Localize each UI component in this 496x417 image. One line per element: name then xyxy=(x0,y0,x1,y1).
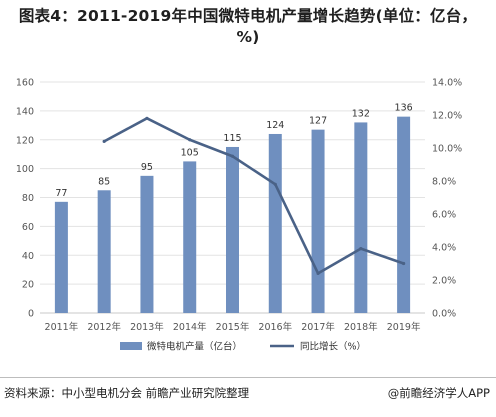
bar xyxy=(183,161,197,313)
x-tick-label: 2017年 xyxy=(301,321,335,333)
bar-data-label: 77 xyxy=(55,188,67,199)
brand-credit: @前瞻经济学人APP xyxy=(387,386,490,400)
y-right-tick-label: 8.0% xyxy=(432,177,456,188)
y-left-tick-label: 100 xyxy=(16,164,34,175)
growth-line-point xyxy=(102,139,106,143)
bar xyxy=(140,175,154,313)
y-right-tick-label: 0.0% xyxy=(432,309,456,320)
y-right-tick-label: 4.0% xyxy=(432,243,456,254)
legend-label-line: 同比增长（%） xyxy=(300,341,366,353)
x-tick-label: 2012年 xyxy=(87,321,121,333)
bar xyxy=(268,133,282,313)
legend-label-bar: 微特电机产量（亿台） xyxy=(147,341,242,353)
bar xyxy=(311,129,325,313)
y-left-tick-label: 40 xyxy=(22,251,34,262)
y-left-tick-label: 20 xyxy=(22,280,34,291)
y-left-tick-label: 80 xyxy=(22,193,34,204)
bar-data-label: 127 xyxy=(309,116,327,127)
y-right-tick-label: 10.0% xyxy=(432,144,462,155)
growth-line-point xyxy=(230,154,235,158)
growth-line-point xyxy=(145,116,149,120)
x-tick-label: 2019年 xyxy=(387,321,421,333)
y-left-tick-label: 120 xyxy=(16,135,34,146)
y-right-tick-label: 6.0% xyxy=(432,210,456,221)
y-left-tick-label: 0 xyxy=(28,309,34,320)
y-left-tick-label: 160 xyxy=(16,78,34,89)
y-right-tick-label: 2.0% xyxy=(432,276,456,287)
footer-divider xyxy=(0,377,496,378)
bar xyxy=(397,116,411,314)
bar-data-label: 132 xyxy=(352,108,370,119)
bar-data-label: 136 xyxy=(395,103,413,114)
bar xyxy=(226,146,239,313)
bar-data-label: 124 xyxy=(266,120,284,131)
x-tick-label: 2011年 xyxy=(45,321,79,333)
x-tick-label: 2014年 xyxy=(173,321,207,333)
legend-swatch-bar xyxy=(120,342,142,350)
chart-title: 图表4：2011-2019年中国微特电机产量增长趋势(单位：亿台，%) xyxy=(18,7,478,46)
bar-data-label: 105 xyxy=(181,147,199,158)
y-right-tick-label: 12.0% xyxy=(432,111,462,122)
x-tick-label: 2015年 xyxy=(216,321,250,333)
y-left-tick-label: 140 xyxy=(16,106,34,117)
growth-line-point xyxy=(188,138,192,142)
bar xyxy=(354,122,368,313)
y-right-tick-label: 14.0% xyxy=(432,78,462,89)
x-tick-label: 2013年 xyxy=(130,321,164,333)
growth-line-point xyxy=(402,261,406,266)
bar xyxy=(97,190,111,313)
x-tick-label: 2018年 xyxy=(344,321,378,333)
growth-line-point xyxy=(316,271,320,275)
source-note: 资料来源：中小型电机分会 前瞻产业研究院整理 xyxy=(4,386,250,400)
growth-line-point xyxy=(273,182,277,186)
combo-chart: 0 20 40 60 80 100 120 140 160 0.0% 2.0% 4.0% 6.0% 8.0… xyxy=(16,78,462,353)
bar-data-label: 95 xyxy=(141,162,153,173)
chart-area: 0 20 40 60 80 100 120 140 160 0.0% 2.0% 4.0% 6.0% 8.0… xyxy=(0,62,496,377)
x-tick-label: 2016年 xyxy=(258,321,292,333)
y-left-tick-label: 60 xyxy=(22,222,34,233)
growth-line-point xyxy=(359,247,363,251)
bar xyxy=(54,201,68,313)
bar-data-label: 115 xyxy=(223,133,241,144)
growth-line xyxy=(103,116,405,275)
bar-data-label: 85 xyxy=(98,176,110,187)
